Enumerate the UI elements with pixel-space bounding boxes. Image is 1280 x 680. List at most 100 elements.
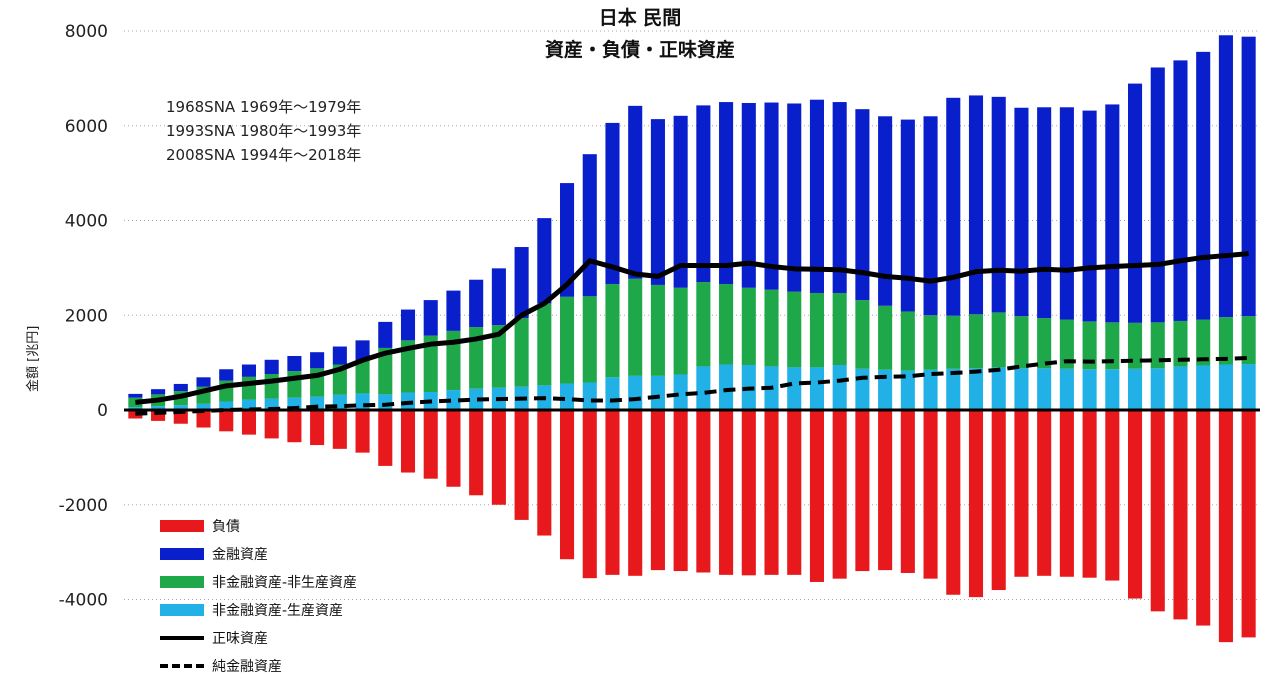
- bar-liabilities: [900, 410, 915, 573]
- bar-liabilities: [1105, 410, 1120, 581]
- bar-produced-assets: [673, 374, 688, 410]
- bar-produced-assets: [719, 364, 734, 410]
- bar-liabilities: [219, 410, 234, 432]
- bar-liabilities: [764, 410, 779, 575]
- bar-liabilities: [923, 410, 938, 579]
- bar-financial-assets: [605, 122, 620, 284]
- bar-produced-assets: [605, 377, 620, 410]
- y-tick-label: -4000: [59, 591, 108, 611]
- bar-produced-assets: [968, 368, 984, 410]
- bar-financial-assets: [128, 393, 143, 398]
- bar-financial-assets: [446, 290, 461, 331]
- bar-nonproduced-assets: [673, 287, 688, 375]
- bar-produced-assets: [1218, 364, 1233, 410]
- bar-financial-assets: [332, 346, 347, 365]
- legend-swatch-liabilities: [160, 520, 204, 532]
- bar-produced-assets: [1196, 365, 1211, 410]
- bar-produced-assets: [173, 405, 188, 410]
- bar-nonproduced-assets: [491, 325, 506, 388]
- bar-financial-assets: [514, 247, 529, 319]
- bar-produced-assets: [900, 370, 915, 410]
- y-tick-label: 2000: [65, 306, 108, 326]
- bar-financial-assets: [991, 96, 1006, 313]
- bar-financial-assets: [559, 183, 575, 297]
- bar-nonproduced-assets: [1037, 318, 1052, 369]
- bar-nonproduced-assets: [1105, 322, 1120, 370]
- bar-financial-assets: [1150, 67, 1165, 323]
- bar-financial-assets: [241, 364, 257, 377]
- legend-label-financial-assets: 金融資産: [212, 547, 268, 563]
- bar-nonproduced-assets: [537, 303, 552, 386]
- bar-produced-assets: [1127, 368, 1143, 410]
- line-net-worth: [135, 251, 1249, 405]
- bar-financial-assets: [1196, 51, 1211, 320]
- bar-financial-assets: [1059, 107, 1074, 320]
- bar-liabilities: [1150, 410, 1165, 612]
- bar-nonproduced-assets: [900, 311, 915, 371]
- bar-financial-assets: [1127, 83, 1143, 323]
- bar-financial-assets: [491, 268, 506, 326]
- bar-financial-assets: [628, 105, 643, 279]
- chart-subtitle: 資産・負債・正味資産: [544, 39, 735, 61]
- y-tick-label: 4000: [65, 212, 108, 232]
- bar-financial-assets: [946, 97, 961, 316]
- bar-produced-assets: [378, 394, 393, 410]
- bar-nonproduced-assets: [809, 292, 825, 368]
- bar-produced-assets: [582, 382, 597, 410]
- bar-produced-assets: [1173, 366, 1188, 410]
- bar-produced-assets: [1059, 368, 1074, 410]
- y-tick-label: 6000: [65, 117, 108, 137]
- bar-nonproduced-assets: [1127, 322, 1143, 369]
- bar-financial-assets: [151, 389, 166, 395]
- bar-produced-assets: [878, 369, 893, 410]
- bar-produced-assets: [650, 375, 665, 410]
- bar-produced-assets: [1014, 368, 1029, 410]
- legend-label-liabilities: 負債: [212, 519, 240, 535]
- bar-financial-assets: [673, 115, 688, 288]
- bar-liabilities: [1218, 410, 1233, 643]
- bar-financial-assets: [878, 116, 893, 306]
- bar-liabilities: [378, 410, 393, 466]
- y-tick-label: 8000: [65, 22, 108, 42]
- bar-financial-assets: [310, 352, 325, 369]
- bar-financial-assets: [923, 116, 938, 316]
- bar-nonproduced-assets: [628, 278, 643, 376]
- bar-produced-assets: [628, 375, 643, 410]
- bar-liabilities: [1173, 410, 1188, 620]
- legend-line-net-financial-assets: [160, 664, 204, 668]
- bar-liabilities: [719, 410, 734, 575]
- bar-produced-assets: [241, 399, 257, 410]
- bar-liabilities: [968, 410, 984, 598]
- bar-financial-assets: [469, 279, 484, 328]
- bar-produced-assets: [809, 367, 825, 410]
- bar-nonproduced-assets: [241, 376, 257, 400]
- bar-financial-assets: [423, 300, 438, 336]
- bar-produced-assets: [219, 401, 234, 410]
- bar-produced-assets: [991, 367, 1006, 410]
- bar-nonproduced-assets: [741, 287, 756, 365]
- bar-nonproduced-assets: [1218, 317, 1233, 365]
- bar-liabilities: [1196, 410, 1211, 626]
- bar-nonproduced-assets: [650, 284, 665, 376]
- bar-liabilities: [832, 410, 847, 579]
- bar-financial-assets: [787, 103, 802, 292]
- bar-financial-assets: [355, 340, 370, 361]
- bar-produced-assets: [559, 383, 575, 410]
- bar-produced-assets: [1150, 368, 1165, 410]
- bar-liabilities: [1037, 410, 1052, 576]
- bar-nonproduced-assets: [923, 315, 938, 370]
- bar-produced-assets: [355, 393, 370, 410]
- bar-nonproduced-assets: [264, 373, 279, 399]
- bar-financial-assets: [650, 119, 665, 285]
- bar-produced-assets: [1241, 364, 1256, 410]
- bar-produced-assets: [1037, 368, 1052, 410]
- bar-liabilities: [878, 410, 893, 571]
- bar-liabilities: [1059, 410, 1074, 577]
- bar-liabilities: [696, 410, 711, 573]
- bar-nonproduced-assets: [446, 330, 461, 391]
- sna-note-1968: 1968SNA 1969年～1979年: [166, 98, 362, 116]
- bar-nonproduced-assets: [1014, 316, 1029, 369]
- bar-liabilities: [151, 410, 166, 421]
- bar-nonproduced-assets: [787, 291, 802, 368]
- bar-financial-assets: [219, 369, 234, 381]
